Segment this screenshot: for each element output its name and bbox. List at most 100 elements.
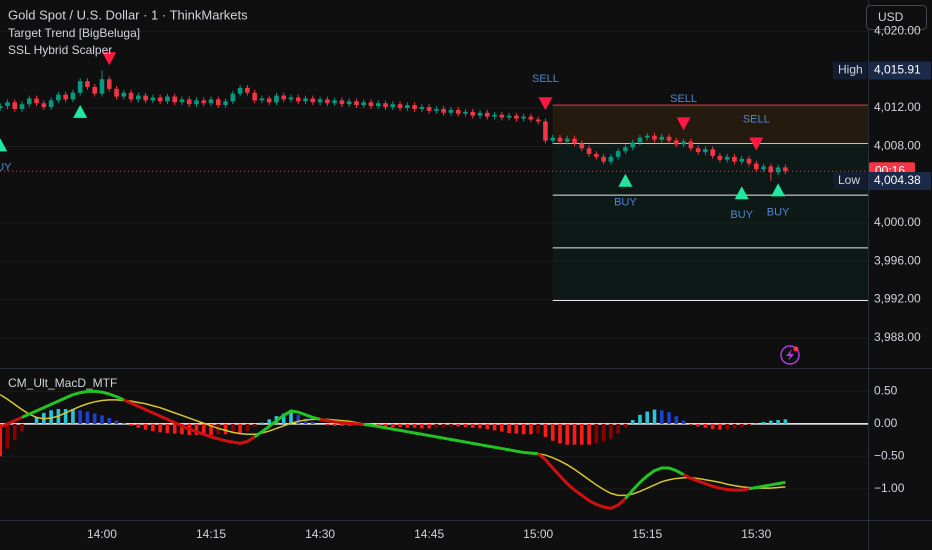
signal-label: BUY (730, 209, 753, 221)
histogram-bar (674, 416, 679, 424)
histogram-bar (667, 412, 671, 424)
histogram-bar (281, 413, 286, 424)
candle-body (99, 79, 105, 94)
candle-body (172, 96, 177, 103)
candle-body (288, 97, 294, 100)
candle-body (470, 111, 476, 116)
histogram-bar (238, 423, 242, 434)
histogram-bar (20, 423, 24, 432)
histogram-bar (558, 423, 562, 444)
x-tick-label: 14:30 (305, 527, 335, 541)
marker-tag (833, 171, 867, 190)
histogram-bar (783, 419, 788, 424)
histogram-bar (78, 410, 82, 424)
candle-body (19, 104, 25, 109)
x-tick-label: 15:30 (741, 527, 771, 541)
histogram-bar (623, 423, 628, 428)
candle-body (121, 92, 127, 97)
histogram-bar (136, 423, 141, 428)
candle-body (41, 103, 47, 108)
sell-signal (538, 97, 553, 111)
signal-label: BUY (767, 206, 790, 218)
buy-signal (618, 173, 633, 187)
y-tick-label: 4,008.00 (874, 138, 921, 152)
macd-line (363, 423, 539, 456)
candle-body (230, 93, 236, 102)
histogram-bar (572, 423, 577, 445)
histogram-bar (172, 423, 177, 434)
trend-zone (552, 105, 868, 144)
histogram-bar (92, 413, 97, 424)
candle-body (783, 167, 788, 172)
candle-body (499, 114, 505, 118)
candle-body (753, 163, 759, 170)
candle-body (426, 107, 432, 111)
candle-body (303, 98, 308, 102)
histogram-bar (732, 423, 737, 429)
candle-body (12, 102, 18, 109)
histogram-bar (260, 422, 264, 424)
histogram-bar (420, 423, 424, 429)
candle-body (572, 138, 577, 144)
buy-signal (734, 186, 749, 200)
histogram-bar (456, 423, 461, 427)
histogram-bar (303, 418, 308, 424)
histogram-bar (478, 423, 482, 429)
candle-body (528, 116, 534, 120)
histogram-bar (434, 423, 439, 428)
histogram-bar (449, 423, 453, 427)
candle-body (688, 141, 694, 149)
candle-body (361, 102, 366, 106)
histogram-bar (34, 417, 39, 424)
signal-label: SELL (532, 73, 559, 85)
histogram-bar (165, 423, 170, 433)
histogram-bar (398, 423, 402, 428)
candle-body (165, 96, 170, 102)
candle-body (274, 95, 279, 103)
candle-body (455, 109, 461, 114)
x-tick-label: 14:45 (414, 527, 444, 541)
candle-body (150, 97, 156, 101)
candle-body (768, 166, 774, 173)
candle-body (586, 148, 592, 154)
candle-body (535, 119, 541, 122)
candle-body (346, 101, 352, 105)
candle-body (317, 99, 323, 103)
histogram-bar (601, 423, 606, 442)
candle-body (739, 158, 745, 162)
candle-body (5, 102, 10, 107)
candle-body (157, 97, 163, 102)
candle-body (397, 104, 403, 109)
candle-body (666, 136, 672, 141)
alert-icon[interactable] (780, 345, 800, 365)
histogram-bar (71, 408, 75, 424)
histogram-bar (405, 423, 410, 428)
candle-body (521, 116, 526, 119)
candle-body (194, 100, 199, 105)
macd-line (748, 480, 786, 491)
candle-body (390, 104, 396, 108)
candle-body (354, 101, 359, 106)
candle-body (703, 149, 708, 153)
candle-body (659, 136, 665, 140)
candle-body (245, 87, 250, 93)
alert-dot (793, 346, 799, 352)
currency-button[interactable] (866, 5, 927, 30)
histogram-bar (427, 423, 431, 429)
histogram-bar (114, 420, 119, 424)
histogram-bar (332, 423, 337, 426)
histogram-bar (529, 423, 533, 435)
y-tick-label: 3,992.00 (874, 292, 921, 306)
candle-body (186, 99, 192, 105)
histogram-bar (725, 423, 729, 430)
buy-signal (0, 138, 8, 152)
indicator-name: Target Trend [BigBeluga] (8, 26, 140, 40)
sell-signal (749, 137, 764, 151)
candle-body (463, 111, 468, 114)
y-tick-label: 0.00 (874, 416, 898, 430)
histogram-bar (521, 423, 526, 435)
histogram-bar (645, 411, 650, 424)
histogram-bar (63, 408, 68, 424)
